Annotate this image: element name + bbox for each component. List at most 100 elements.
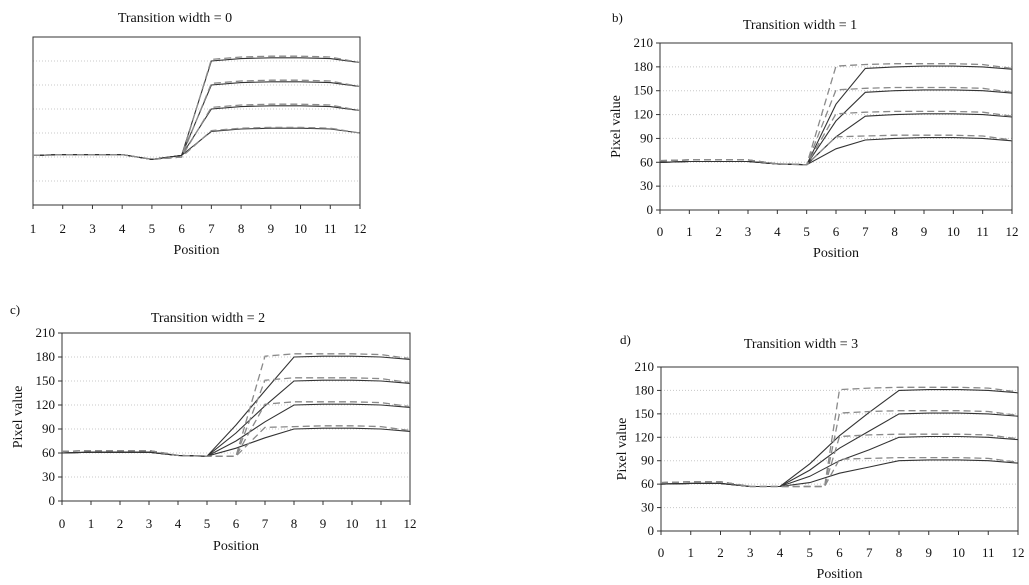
x-axis-label: Position [817,567,863,582]
y-tick-label: 150 [635,406,655,421]
y-tick-label: 120 [634,107,654,122]
chart-title: Transition width = 1 [743,18,857,33]
y-tick-label: 60 [641,476,654,491]
series-line-solid-1 [660,459,1019,488]
panel-letter: c) [10,302,20,317]
x-tick-label: 11 [375,516,388,531]
x-tick-label: 10 [947,224,960,239]
y-axis-label: Pixel value [11,386,26,449]
x-tick-label: 8 [891,224,898,239]
x-tick-label: 6 [178,221,185,236]
y-tick-label: 60 [42,445,55,460]
x-tick-label: 5 [149,221,156,236]
x-tick-label: 3 [745,224,752,239]
series-line-dashed-2 [660,433,1019,488]
x-tick-label: 6 [233,516,240,531]
series-line-dashed-3 [659,86,1013,166]
x-tick-label: 5 [803,224,810,239]
x-axis-label: Position [174,243,220,258]
x-tick-label: 4 [175,516,182,531]
y-tick-label: 60 [640,154,653,169]
x-tick-label: 5 [204,516,211,531]
panel-letter: d) [620,332,631,347]
y-tick-label: 30 [42,469,55,484]
x-tick-label: 1 [88,516,95,531]
x-tick-label: 4 [774,224,781,239]
y-tick-label: 120 [36,397,56,412]
x-tick-label: 9 [921,224,928,239]
x-tick-label: 6 [833,224,840,239]
x-tick-label: 7 [262,516,269,531]
y-tick-label: 30 [640,178,653,193]
series-line-dashed-4 [61,353,411,457]
x-tick-label: 1 [30,221,37,236]
x-tick-label: 12 [1006,224,1019,239]
x-tick-label: 12 [354,221,367,236]
series-line-dashed-3 [61,377,411,457]
series-line-solid-1 [659,137,1013,166]
x-tick-label: 11 [324,221,337,236]
y-tick-label: 210 [634,35,654,50]
y-tick-label: 210 [635,359,655,374]
y-tick-label: 0 [648,523,655,538]
x-tick-label: 9 [268,221,275,236]
x-tick-label: 7 [866,545,873,560]
x-tick-label: 4 [119,221,126,236]
y-tick-label: 120 [635,429,655,444]
x-tick-label: 3 [747,545,754,560]
chart-title: Transition width = 2 [151,311,265,326]
series-line-dashed-1 [32,126,361,161]
series-line-dashed-2 [32,103,361,161]
y-axis-label: Pixel value [615,418,630,481]
panel-letter: b) [612,10,623,25]
series-line-dashed-3 [32,79,361,161]
x-tick-label: 9 [320,516,327,531]
x-tick-label: 10 [294,221,307,236]
x-tick-label: 9 [926,545,933,560]
series-line-dashed-1 [660,456,1019,488]
series-line-solid-3 [659,89,1013,166]
x-tick-label: 11 [982,545,995,560]
y-tick-label: 180 [36,349,56,364]
x-tick-label: 3 [146,516,153,531]
series-line-dashed-4 [659,63,1013,166]
y-tick-label: 150 [634,83,654,98]
y-tick-label: 210 [36,325,56,340]
series-line-dashed-4 [660,386,1019,488]
x-tick-label: 1 [686,224,693,239]
x-tick-label: 7 [862,224,869,239]
y-axis-label: Pixel value [609,95,624,158]
y-tick-label: 0 [49,493,56,508]
chart-title: Transition width = 0 [118,11,232,26]
x-tick-label: 0 [658,545,665,560]
x-tick-label: 10 [346,516,359,531]
y-tick-label: 0 [647,202,654,217]
x-tick-label: 11 [976,224,989,239]
x-tick-label: 6 [836,545,843,560]
x-tick-label: 2 [715,224,722,239]
series-line-solid-2 [660,435,1019,488]
x-tick-label: 5 [807,545,814,560]
series-line-dashed-4 [32,55,361,161]
y-tick-label: 150 [36,373,56,388]
x-tick-label: 8 [291,516,298,531]
x-axis-label: Position [813,246,859,261]
series-line-solid-3 [660,412,1019,488]
y-tick-label: 180 [635,382,655,397]
x-tick-label: 8 [896,545,903,560]
plot-frame [61,332,411,502]
x-tick-label: 3 [89,221,96,236]
plot-frame [32,36,361,206]
x-tick-label: 0 [657,224,664,239]
chart-title: Transition width = 3 [744,337,858,352]
chart-panel-c: 0 1 2 3 4 5 6 7 8 9 10 11 120306090120150180210Trans… [10,302,417,554]
plot-frame [660,366,1019,532]
y-tick-label: 90 [641,453,654,468]
y-tick-label: 180 [634,59,654,74]
y-tick-label: 30 [641,500,654,515]
series-line-solid-4 [660,389,1019,488]
chart-panel-d: 0 1 2 3 4 5 6 7 8 9 10 11 120306090120150180210Trans… [615,332,1025,582]
series-line-solid-4 [659,65,1013,166]
